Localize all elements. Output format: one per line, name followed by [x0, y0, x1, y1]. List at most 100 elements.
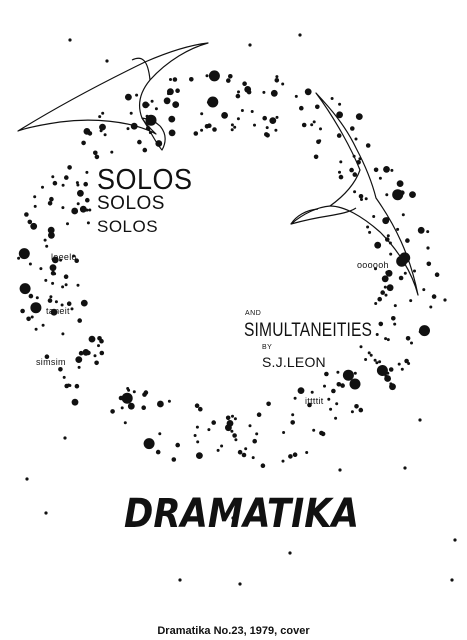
scatter-dot: [453, 538, 457, 542]
ring-dot: [71, 207, 79, 215]
ring-dot: [386, 338, 390, 342]
ring-dot: [28, 293, 34, 299]
ring-dot: [233, 125, 237, 129]
ring-dot: [93, 150, 98, 156]
publication-title: DRAMATIKA: [124, 490, 360, 537]
ring-dot: [393, 304, 397, 308]
ring-dot: [431, 294, 437, 299]
ring-dot: [228, 74, 233, 79]
ring-dot: [389, 383, 396, 391]
scatter-dot: [44, 511, 48, 515]
ring-dot: [244, 447, 248, 451]
ring-dot: [63, 274, 69, 280]
ring-dot: [233, 417, 237, 421]
ring-dot: [241, 452, 247, 458]
ring-dot: [72, 254, 76, 258]
ring-dot: [193, 434, 197, 437]
ring-dot: [120, 406, 124, 410]
ring-dot: [51, 256, 59, 264]
ring-dot: [375, 361, 379, 365]
ring-dot: [282, 431, 286, 434]
ring-dot: [27, 219, 33, 225]
ring-dot: [49, 264, 57, 272]
ring-dot: [76, 183, 80, 187]
scatter-dot: [288, 551, 292, 555]
ring-dot: [393, 322, 397, 326]
scatter-dot: [238, 582, 242, 586]
ring-dot: [384, 217, 390, 222]
ring-dot: [17, 256, 21, 260]
ring-dot: [74, 258, 79, 264]
ring-dot: [380, 290, 386, 295]
ring-dot: [262, 90, 266, 94]
ring-dot: [158, 432, 162, 436]
ring-dot: [381, 275, 389, 283]
ring-dot: [336, 111, 343, 119]
ring-dot: [275, 115, 279, 119]
ring-dot: [54, 300, 58, 304]
ring-dot: [336, 133, 342, 138]
ring-dot: [396, 227, 400, 231]
scatter-dot: [426, 246, 430, 250]
ring-dot: [74, 383, 80, 389]
ring-dot: [60, 303, 64, 307]
ring-dot: [171, 457, 177, 462]
ring-dot: [99, 129, 103, 133]
ring-dot: [434, 272, 440, 278]
ring-dot: [77, 365, 81, 369]
ring-dot: [79, 205, 87, 213]
ring-dot: [350, 126, 355, 131]
ring-dot: [24, 212, 29, 217]
ring-dot: [45, 244, 49, 248]
ring-dot: [373, 167, 379, 173]
ring-dot: [353, 371, 357, 375]
ring-dot: [319, 127, 322, 131]
ring-dot: [374, 302, 378, 305]
ring-dot: [372, 215, 376, 218]
ring-dot: [142, 101, 150, 109]
ring-dot: [225, 424, 232, 432]
scatter-dot: [418, 418, 422, 422]
ring-dot: [274, 128, 278, 132]
ring-dot: [124, 93, 132, 101]
subtitle: SIMULTANEITIES: [244, 320, 373, 341]
ring-dot: [240, 109, 244, 112]
ring-dot: [397, 362, 401, 366]
ring-dot: [127, 402, 135, 410]
ring-dot: [168, 129, 176, 137]
ring-dot: [340, 383, 345, 388]
ring-dot: [405, 336, 411, 341]
ring-dot: [59, 258, 63, 262]
ring-dot: [400, 367, 404, 371]
ring-dot: [255, 432, 259, 436]
ring-dot: [304, 88, 312, 96]
ring-dot: [269, 117, 277, 124]
ring-dot: [373, 358, 377, 362]
ring-dot: [64, 383, 69, 389]
ring-dot: [422, 288, 426, 292]
ring-dot: [398, 275, 404, 281]
ring-dot: [123, 421, 127, 425]
ring-dot: [226, 78, 231, 83]
ring-dot: [336, 382, 342, 387]
ring-dot: [384, 375, 391, 382]
scatter-dot: [338, 468, 342, 472]
ring-dot: [429, 305, 433, 309]
ring-dot: [75, 356, 83, 363]
ring-dot: [195, 425, 199, 429]
ring-dot: [319, 430, 324, 436]
ring-dot: [407, 362, 411, 365]
ring-dot: [301, 122, 307, 128]
ring-dot: [87, 131, 93, 136]
scatter-dot: [403, 466, 407, 470]
ring-dot: [97, 336, 102, 341]
ring-dot: [230, 429, 234, 433]
ring-dot: [194, 403, 200, 409]
ring-dot: [339, 160, 343, 164]
ring-dot: [76, 283, 80, 287]
ring-dot: [77, 318, 82, 323]
ring-dot: [262, 115, 268, 121]
ring-dot: [417, 226, 425, 234]
ring-dot: [266, 401, 271, 407]
